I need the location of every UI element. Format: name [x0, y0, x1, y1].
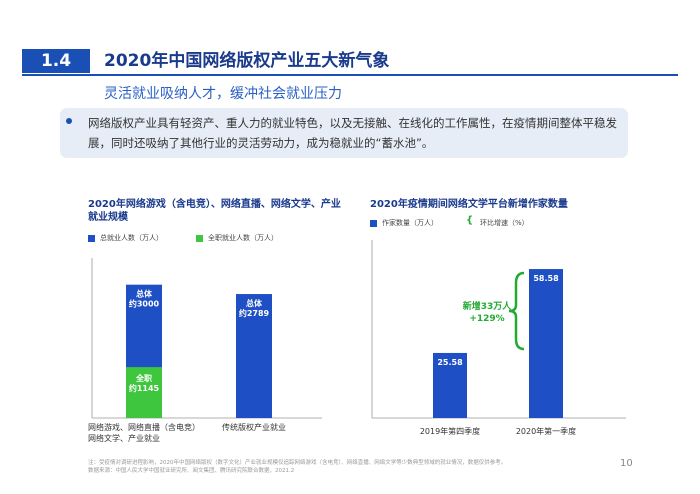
chart2-annotation-growth: +129%	[469, 314, 504, 324]
chart1-category-0-line1: 网络游戏、网络直播（含电竞）	[88, 422, 200, 432]
chart1-legend-total-swatch	[88, 235, 95, 242]
chart1-category-1: 传统版权产业就业	[222, 422, 286, 432]
chart1-label-total-0-a: 总体	[136, 289, 153, 299]
chart2-title: 2020年疫情期间网络文学平台新增作家数量	[370, 199, 568, 210]
chart1-bar-fulltime-0	[126, 367, 162, 418]
growth-brace-icon	[508, 271, 525, 351]
section-number: 1.4	[22, 49, 90, 73]
header-rule	[22, 74, 678, 76]
chart1-bar-total-1	[236, 294, 272, 418]
bullet-icon	[66, 118, 72, 124]
chart2-legend-growth: 环比增速（%）	[480, 219, 529, 227]
callout-box	[60, 108, 628, 158]
page-number: 10	[620, 458, 633, 469]
chart1-title: 2020年网络游戏（含电竞）、网络直播、网络文学、产业就业规模	[88, 199, 341, 223]
chart2-legend-writers-swatch	[370, 220, 377, 227]
callout-text: 网络版权产业具有轻资产、重人力的就业特色，以及无接触、在线化的工作属性，在疫情期…	[88, 116, 617, 150]
chart2-value-label-1: 58.58	[533, 274, 559, 283]
chart2-category-1: 2020年第一季度	[516, 426, 576, 436]
page-title: 2020年中国网络版权产业五大新气象	[104, 51, 390, 71]
chart1-label-fulltime-0-b: 约1145	[129, 383, 160, 393]
chart1-label-total-1-b: 约2789	[239, 308, 270, 318]
chart2-annotation-increase: 新增33万人	[463, 300, 513, 312]
chart2-bar-0	[433, 352, 467, 418]
chart1-label-total-0-b: 约3000	[129, 299, 160, 309]
page-subtitle: 灵活就业吸纳人才，缓冲社会就业压力	[104, 86, 342, 102]
chart1-legend-total: 总就业人数（万人）	[100, 234, 163, 242]
chart2-category-0: 2019年第四季度	[420, 426, 480, 436]
chart2-legend-writers: 作家数量（万人）	[382, 219, 438, 227]
footnote-line-1: 注：受疫情对调研进程影响，2020年中国网络版权（数字文化）产业就业规模仅追踪网…	[88, 460, 507, 466]
chart1-legend-fulltime-swatch	[196, 235, 203, 242]
brace-legend-icon: {	[466, 215, 474, 226]
chart1-legend-fulltime: 全职就业人数（万人）	[208, 234, 278, 242]
chart1-label-total-1-a: 总体	[246, 298, 263, 308]
chart1-label-fulltime-0-a: 全职	[135, 373, 152, 383]
chart1-category-0-line2: 网络文学、产业就业	[88, 433, 160, 443]
chart2-bar-1	[529, 269, 563, 418]
chart2-value-label-0: 25.58	[437, 358, 463, 367]
footnote-source: 数据来源：中国人民大学中国就业研究所、阅文集团、腾讯研究院联合数据，2021.2	[88, 468, 295, 474]
